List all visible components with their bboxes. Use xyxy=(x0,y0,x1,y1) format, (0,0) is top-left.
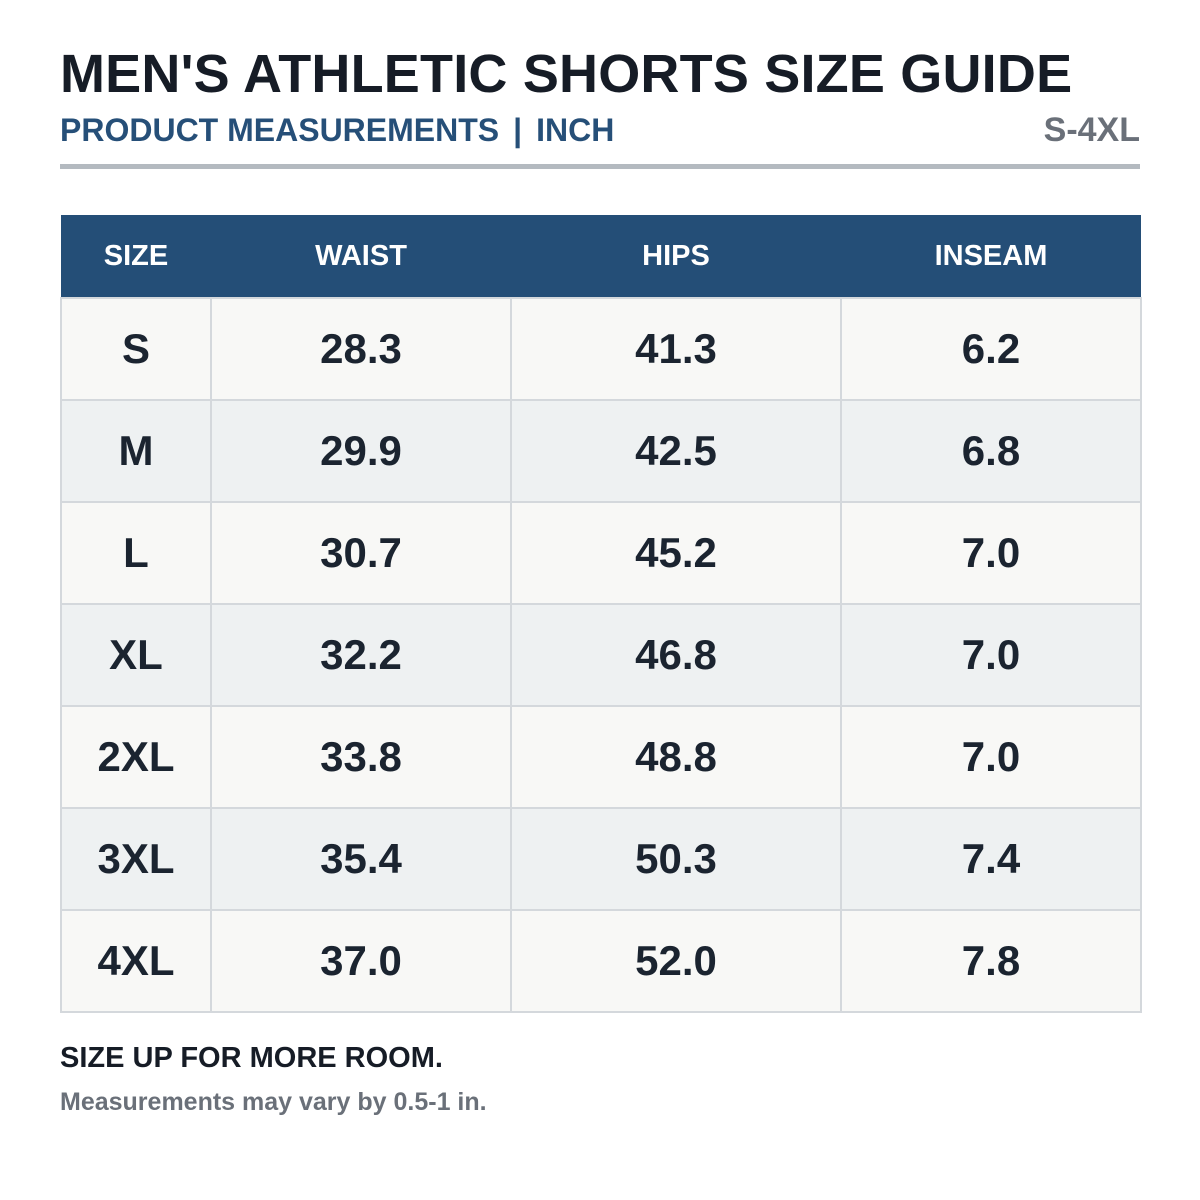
inseam-cell: 6.2 xyxy=(840,297,1142,401)
size-up-note: SIZE UP FOR MORE ROOM. xyxy=(60,1042,443,1074)
inseam-cell: 7.0 xyxy=(840,603,1142,707)
size-cell: M xyxy=(60,399,212,503)
hips-cell: 50.3 xyxy=(510,807,842,911)
column-header-waist: WAIST xyxy=(211,215,511,298)
subtitle-separator: | xyxy=(513,112,523,148)
table-row: S 28.3 41.3 6.2 xyxy=(60,297,1142,401)
size-table: SIZE WAIST HIPS INSEAM S 28.3 41.3 6.2 M… xyxy=(60,215,1142,1013)
waist-cell: 33.8 xyxy=(210,705,512,809)
hips-cell: 48.8 xyxy=(510,705,842,809)
table-header-row: SIZE WAIST HIPS INSEAM xyxy=(61,215,1141,298)
size-range-label: S-4XL xyxy=(1043,111,1140,149)
column-header-size: SIZE xyxy=(61,215,211,298)
header-divider xyxy=(60,164,1140,169)
inseam-cell: 7.4 xyxy=(840,807,1142,911)
waist-cell: 35.4 xyxy=(210,807,512,911)
size-cell: 3XL xyxy=(60,807,212,911)
waist-cell: 30.7 xyxy=(210,501,512,605)
size-cell: 2XL xyxy=(60,705,212,809)
size-cell: XL xyxy=(60,603,212,707)
subtitle-measurements-label: PRODUCT MEASUREMENTS xyxy=(60,112,500,148)
inseam-cell: 7.0 xyxy=(840,501,1142,605)
table-row: XL 32.2 46.8 7.0 xyxy=(60,603,1142,707)
hips-cell: 42.5 xyxy=(510,399,842,503)
subtitle: PRODUCT MEASUREMENTS | INCH xyxy=(60,110,614,150)
size-cell: S xyxy=(60,297,212,401)
hips-cell: 45.2 xyxy=(510,501,842,605)
page-title: MEN'S ATHLETIC SHORTS SIZE GUIDE xyxy=(60,44,1073,104)
column-header-hips: HIPS xyxy=(511,215,841,298)
column-header-inseam: INSEAM xyxy=(841,215,1141,298)
table-row: L 30.7 45.2 7.0 xyxy=(60,501,1142,605)
subtitle-unit-label: INCH xyxy=(536,112,615,148)
waist-cell: 29.9 xyxy=(210,399,512,503)
waist-cell: 28.3 xyxy=(210,297,512,401)
table-row: 4XL 37.0 52.0 7.8 xyxy=(60,909,1142,1013)
waist-cell: 37.0 xyxy=(210,909,512,1013)
size-cell: L xyxy=(60,501,212,605)
table-row: 3XL 35.4 50.3 7.4 xyxy=(60,807,1142,911)
inseam-cell: 7.0 xyxy=(840,705,1142,809)
measurement-variance-note: Measurements may vary by 0.5-1 in. xyxy=(60,1088,487,1116)
hips-cell: 46.8 xyxy=(510,603,842,707)
hips-cell: 52.0 xyxy=(510,909,842,1013)
size-cell: 4XL xyxy=(60,909,212,1013)
inseam-cell: 7.8 xyxy=(840,909,1142,1013)
waist-cell: 32.2 xyxy=(210,603,512,707)
subtitle-row: PRODUCT MEASUREMENTS | INCH S-4XL xyxy=(60,110,1140,150)
inseam-cell: 6.8 xyxy=(840,399,1142,503)
table-row: 2XL 33.8 48.8 7.0 xyxy=(60,705,1142,809)
hips-cell: 41.3 xyxy=(510,297,842,401)
table-row: M 29.9 42.5 6.8 xyxy=(60,399,1142,503)
